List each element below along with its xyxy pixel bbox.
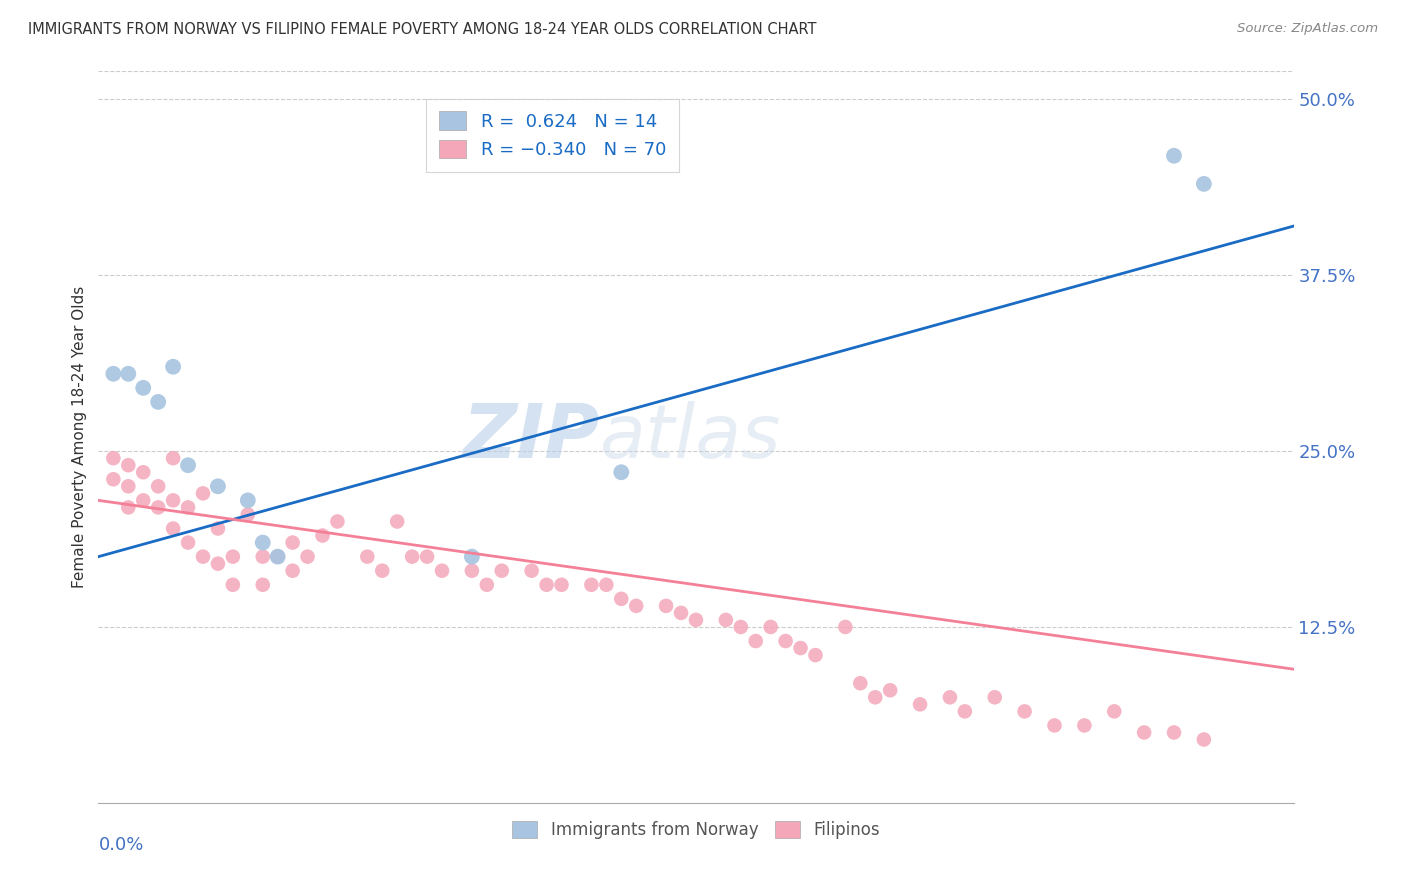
Point [162,451,184,466]
Point [834,620,856,634]
Point [669,606,692,620]
Point [759,620,782,634]
Point [1014,705,1036,719]
Point [1104,705,1126,719]
Point [148,395,170,409]
Point [879,683,901,698]
Point [804,648,827,662]
Point [267,549,290,564]
Point [984,690,1007,705]
Point [281,564,304,578]
Point [132,381,155,395]
Point [610,465,633,479]
Point [177,535,200,549]
Point [162,521,184,535]
Point [745,634,768,648]
Point [865,690,887,705]
Point [252,549,274,564]
Point [908,698,931,712]
Point [550,578,572,592]
Point [117,500,139,515]
Point [581,578,603,592]
Point [775,634,797,648]
Point [222,549,245,564]
Point [789,641,811,656]
Point [236,508,259,522]
Point [1043,718,1066,732]
Point [461,549,484,564]
Point [371,564,394,578]
Point [117,479,139,493]
Point [1073,718,1095,732]
Point [103,367,125,381]
Point [1163,725,1185,739]
Point [1192,732,1215,747]
Point [281,535,304,549]
Point [222,578,245,592]
Point [117,458,139,473]
Point [148,500,170,515]
Legend: Immigrants from Norway, Filipinos: Immigrants from Norway, Filipinos [506,814,886,846]
Y-axis label: Female Poverty Among 18-24 Year Olds: Female Poverty Among 18-24 Year Olds [72,286,87,588]
Point [520,564,543,578]
Point [191,486,214,500]
Point [252,578,274,592]
Point [311,528,333,542]
Text: atlas: atlas [600,401,782,473]
Point [236,493,259,508]
Point [714,613,737,627]
Point [730,620,752,634]
Text: 0.0%: 0.0% [98,836,143,854]
Point [385,515,409,529]
Point [356,549,378,564]
Point [939,690,962,705]
Point [267,549,290,564]
Point [207,557,229,571]
Point [162,359,184,374]
Point [117,367,139,381]
Point [610,591,633,606]
Point [177,458,200,473]
Point [162,493,184,508]
Text: ZIP: ZIP [463,401,600,474]
Point [461,564,484,578]
Point [297,549,319,564]
Point [655,599,678,613]
Point [252,535,274,549]
Point [849,676,872,690]
Point [401,549,423,564]
Point [177,500,200,515]
Point [207,521,229,535]
Point [191,549,214,564]
Point [626,599,648,613]
Text: IMMIGRANTS FROM NORWAY VS FILIPINO FEMALE POVERTY AMONG 18-24 YEAR OLDS CORRELAT: IMMIGRANTS FROM NORWAY VS FILIPINO FEMAL… [28,22,817,37]
Point [1163,149,1185,163]
Point [595,578,617,592]
Point [207,479,229,493]
Point [430,564,453,578]
Point [148,479,170,493]
Point [685,613,707,627]
Point [132,465,155,479]
Point [326,515,349,529]
Point [132,493,155,508]
Point [536,578,558,592]
Point [103,451,125,466]
Point [1192,177,1215,191]
Point [103,472,125,486]
Text: Source: ZipAtlas.com: Source: ZipAtlas.com [1237,22,1378,36]
Point [416,549,439,564]
Point [953,705,976,719]
Point [475,578,498,592]
Point [491,564,513,578]
Point [1133,725,1156,739]
